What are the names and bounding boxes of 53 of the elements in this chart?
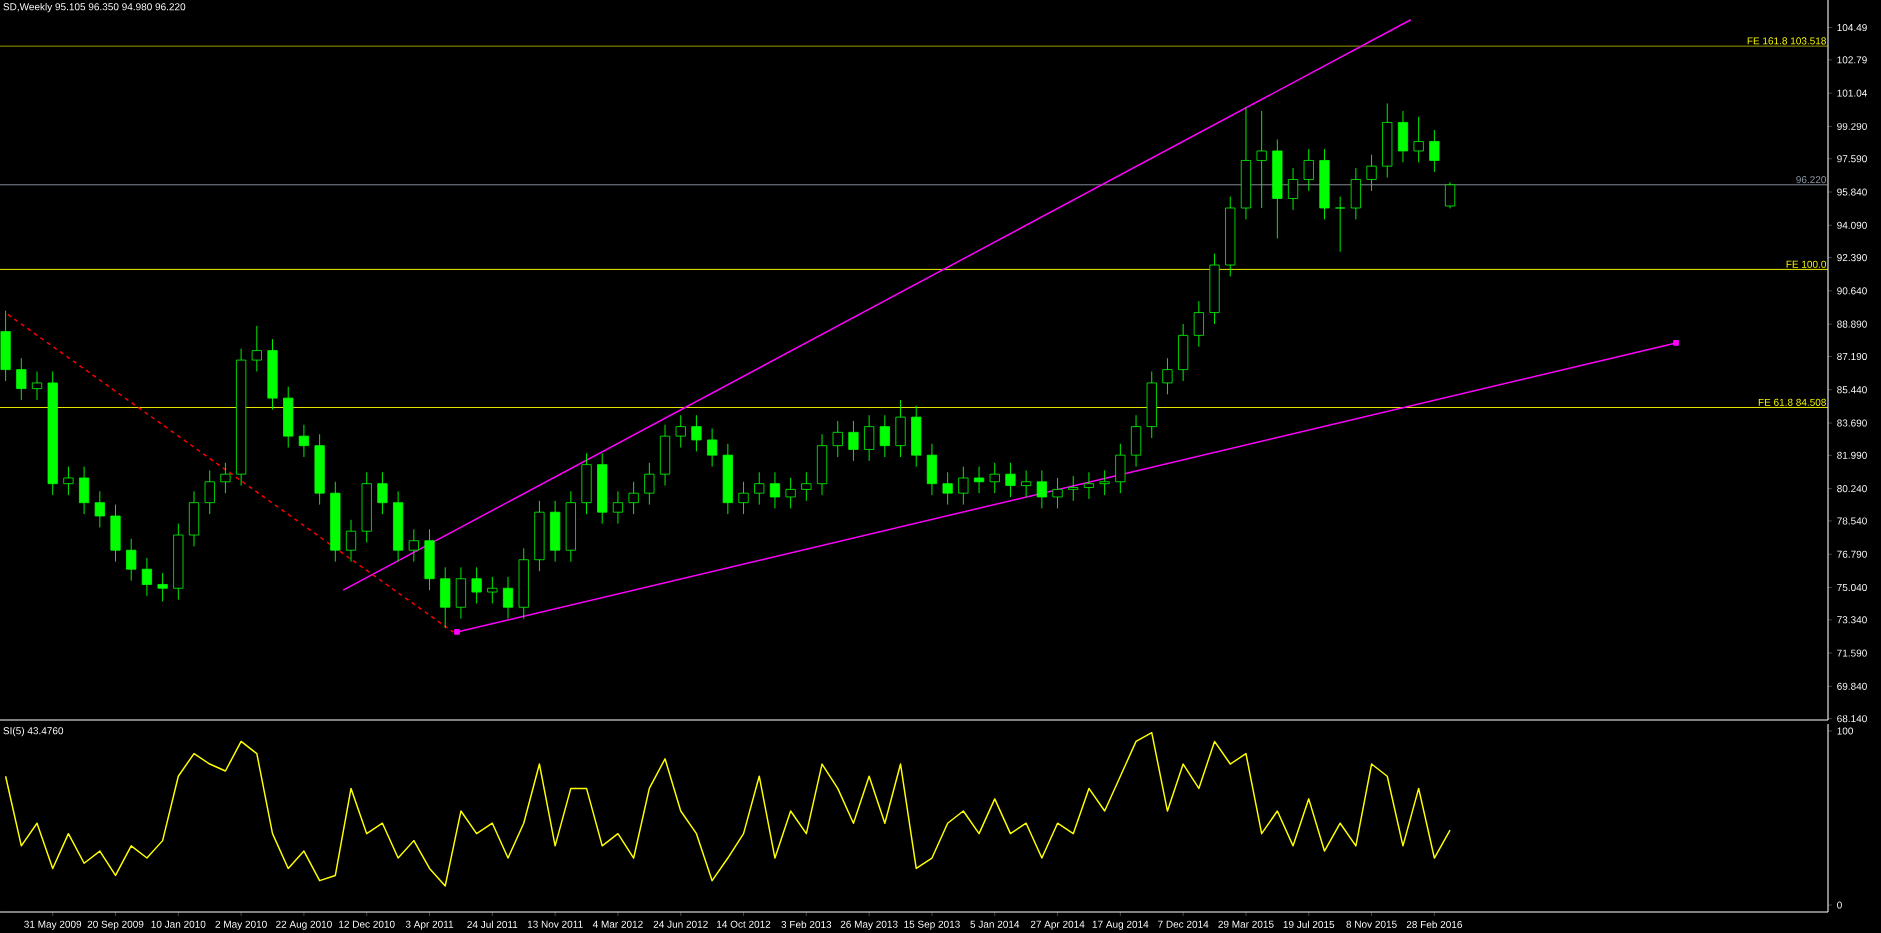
y-tick-label: 85.440: [1837, 386, 1867, 394]
y-tick-label: 99.290: [1837, 122, 1867, 130]
y-tick-label: 75.040: [1837, 583, 1867, 592]
x-tick-label: 17 Aug 2014: [1092, 920, 1149, 930]
chart-title: SI(5) 43.4760: [3, 726, 64, 737]
x-tick-label: 5 Jan 2014: [970, 920, 1020, 928]
y-tick-label: 76.790: [1837, 550, 1867, 558]
y-tick-label: 95.840: [1837, 188, 1867, 196]
y-tick-label: 102.79: [1837, 56, 1867, 64]
x-tick-label: 24 Jul 2011: [467, 920, 518, 929]
ref-line-label: FE 61.8 84.508: [1758, 398, 1826, 406]
y-tick-label: 73.340: [1837, 616, 1867, 624]
y-tick-label: 69.840: [1837, 682, 1867, 690]
x-tick-label: 7 Dec 2014: [1158, 920, 1209, 928]
x-tick-label: 3 Feb 2013: [781, 920, 832, 929]
x-tick-label: 2 May 2010: [215, 920, 267, 930]
y-tick-label: 97.590: [1837, 155, 1867, 163]
y-tick-label: 81.990: [1837, 451, 1867, 459]
y-tick-label: 0: [1837, 901, 1842, 909]
y-tick-label: 101.04: [1837, 89, 1867, 97]
x-tick-label: 14 Oct 2012: [717, 920, 771, 928]
x-tick-label: 26 May 2013: [840, 920, 898, 930]
x-tick-label: 27 Apr 2014: [1030, 920, 1085, 930]
y-tick-label: 88.890: [1837, 320, 1867, 328]
x-tick-label: 13 Nov 2011: [527, 920, 583, 928]
y-tick-label: 104.49: [1837, 24, 1867, 32]
ref-line-label: 96.220: [1796, 176, 1826, 184]
x-tick-label: 20 Sep 2009: [87, 920, 144, 930]
chart-title: SD,Weekly 95.105 96.350 94.980 96.220: [3, 2, 186, 13]
x-tick-label: 19 Jul 2015: [1283, 920, 1335, 929]
x-tick-label: 28 Feb 2016: [1406, 920, 1462, 929]
y-tick-label: 83.690: [1837, 419, 1867, 427]
x-tick-label: 12 Dec 2010: [339, 920, 395, 928]
ref-line-label: FE 100.0: [1786, 260, 1826, 268]
x-tick-label: 10 Jan 2010: [151, 920, 206, 928]
y-tick-label: 87.190: [1837, 352, 1867, 361]
y-tick-label: 90.640: [1837, 287, 1867, 295]
x-tick-label: 4 Mar 2012: [592, 920, 643, 928]
y-tick-label: 80.240: [1837, 485, 1867, 493]
x-tick-label: 24 Jun 2012: [653, 920, 708, 928]
y-tick-label: 92.390: [1837, 254, 1867, 262]
x-tick-label: 15 Sep 2013: [904, 920, 960, 930]
x-tick-label: 31 May 2009: [24, 920, 82, 930]
ref-line-label: FE 161.8 103.518: [1747, 37, 1826, 45]
x-tick-label: 3 Apr 2011: [405, 920, 454, 930]
y-tick-label: 94.090: [1837, 221, 1867, 229]
y-tick-label: 71.590: [1837, 649, 1867, 657]
y-tick-label: 100: [1837, 727, 1853, 735]
x-tick-label: 8 Nov 2015: [1346, 920, 1397, 928]
x-tick-label: 29 Mar 2015: [1218, 920, 1274, 928]
y-tick-label: 68.140: [1837, 715, 1867, 723]
x-tick-label: 22 Aug 2010: [276, 920, 332, 930]
y-tick-label: 78.540: [1837, 517, 1867, 525]
